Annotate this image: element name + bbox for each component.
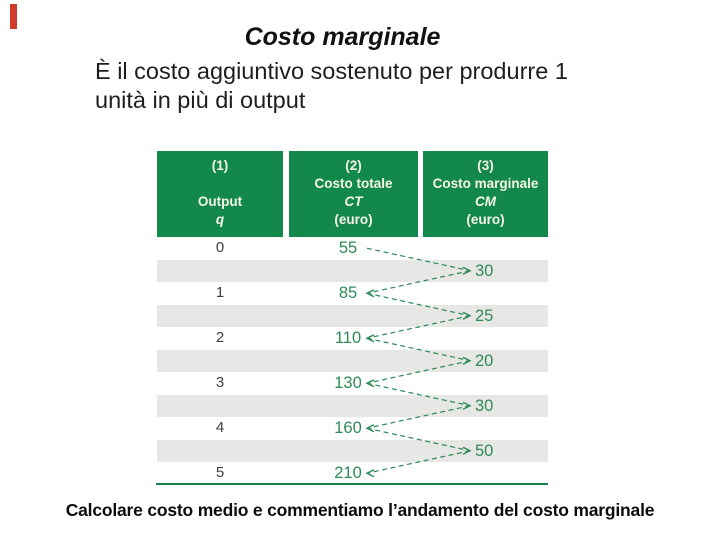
table-row: 4 160 <box>157 417 548 440</box>
slide-title: Costo marginale <box>244 23 441 51</box>
intro-text: È il costo aggiuntivo sostenuto per prod… <box>95 57 615 115</box>
output-value: 4 <box>215 419 225 436</box>
output-value: 1 <box>215 284 225 301</box>
cm-value: 50 <box>475 441 494 460</box>
header-line: (euro) <box>466 212 505 227</box>
output-value: 5 <box>215 464 225 481</box>
output-value: 2 <box>215 329 225 346</box>
ct-value: 85 <box>338 284 358 302</box>
table-row: 30 <box>157 259 548 282</box>
header-line: Costo totale <box>314 176 393 191</box>
table-row: 50 <box>157 439 548 462</box>
output-value: 0 <box>215 239 225 256</box>
ct-value: 160 <box>334 419 362 437</box>
header-line: (3) <box>477 158 494 173</box>
cost-table-header: (1) Output q (2) Costo totale CT (euro) … <box>157 151 548 237</box>
header-line: Output <box>197 194 243 209</box>
table-row: 5 210 <box>157 462 548 485</box>
header-line: q <box>215 212 225 227</box>
header-cell-costo-marginale: (3) Costo marginale CM (euro) <box>423 151 548 237</box>
header-line: Costo marginale <box>432 176 539 191</box>
red-accent-bar <box>10 4 17 29</box>
header-cell-costo-totale: (2) Costo totale CT (euro) <box>289 151 418 237</box>
output-value: 3 <box>215 374 225 391</box>
cm-value: 25 <box>475 306 494 325</box>
ct-value: 130 <box>334 374 362 392</box>
caption-text: Calcolare costo medio e commentiamo l’an… <box>65 500 655 520</box>
ct-value: 110 <box>334 329 362 347</box>
table-row: 1 85 <box>157 282 548 305</box>
header-line: (2) <box>345 158 362 173</box>
intro-line-2: unità in più di output <box>95 87 306 113</box>
table-row: 20 <box>157 349 548 372</box>
table-bottom-rule <box>156 483 548 485</box>
cost-table-body: 0 55 30 1 85 25 2 110 20 3 130 30 4 160 50 5 210 <box>157 237 548 485</box>
header-line: (1) <box>211 158 229 173</box>
cm-value: 30 <box>475 261 494 280</box>
intro-line-1: È il costo aggiuntivo sostenuto per prod… <box>95 58 568 84</box>
header-line: CM <box>475 194 496 209</box>
ct-value: 55 <box>338 239 358 257</box>
cm-value: 20 <box>475 351 494 370</box>
table-row: 0 55 <box>157 237 548 260</box>
header-line <box>157 175 283 193</box>
header-line: (euro) <box>334 212 373 227</box>
table-row: 30 <box>157 394 548 417</box>
ct-value: 210 <box>334 464 362 482</box>
table-row: 3 130 <box>157 372 548 395</box>
header-line: CT <box>344 194 363 209</box>
table-row: 25 <box>157 304 548 327</box>
cm-value: 30 <box>475 396 494 415</box>
header-cell-output: (1) Output q <box>157 151 283 237</box>
table-row: 2 110 <box>157 327 548 350</box>
